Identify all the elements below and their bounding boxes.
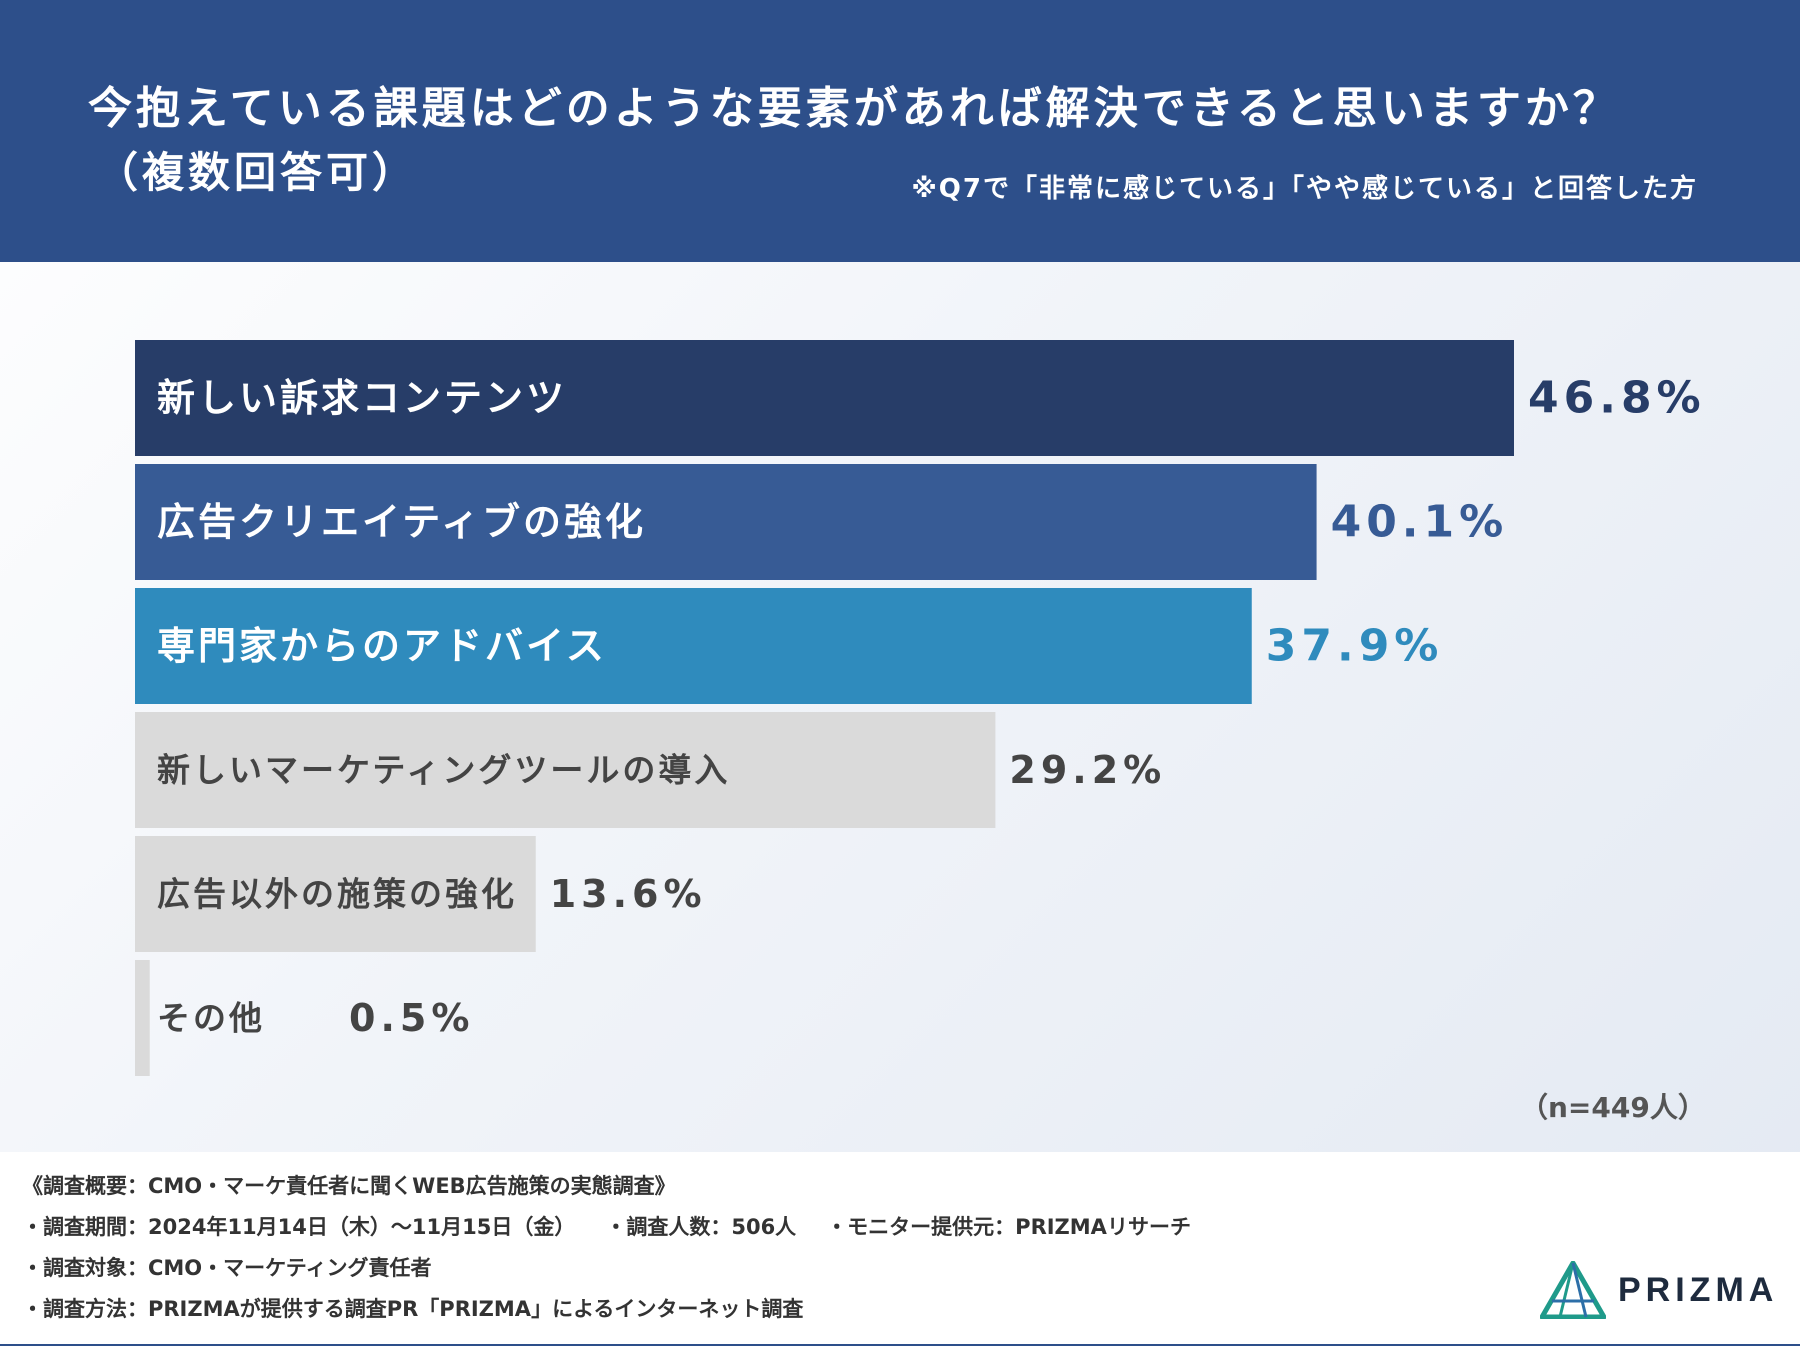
survey-method: ・調査方法：PRIZMAが提供する調査PR「PRIZMA」によるインターネット調…: [22, 1297, 804, 1321]
chart-title: 今抱えている課題はどのような要素があれば解決できると思いますか？: [88, 83, 1621, 134]
bar-label-5: 広告以外の施策の強化: [157, 875, 517, 914]
bar-chart: 新しい訴求コンテンツ 46.8% 広告クリエイティブの強化 40.1% 専門家からのアド…: [135, 340, 1706, 1076]
prizma-logo-text: PRIZMA: [1618, 1270, 1779, 1309]
survey-footer: 《調査概要：CMO・マーケ責任者に聞くWEB広告施策の実態調査》 ・調査期間：2…: [0, 1152, 1800, 1350]
value-label-6: 0.5%: [349, 996, 474, 1040]
chart-subtitle: （複数回答可）: [96, 148, 419, 197]
bar-label-4: 新しいマーケティングツールの導入: [157, 751, 730, 790]
bar-3: [135, 588, 1252, 704]
prizma-logo: PRIZMA: [1540, 1260, 1778, 1320]
header-banner: 今抱えている課題はどのような要素があれば解決できると思いますか？ （複数回答可）…: [0, 0, 1800, 262]
bar-1: [135, 340, 1514, 456]
bar-2: [135, 464, 1317, 580]
bar-label-2: 広告クリエイティブの強化: [157, 500, 646, 544]
footer-divider: [0, 1344, 1800, 1346]
survey-provider: ・モニター提供元：PRIZMAリサーチ: [826, 1215, 1191, 1239]
value-label-5: 13.6%: [550, 872, 707, 916]
bar-label-1: 新しい訴求コンテンツ: [157, 376, 567, 420]
respondent-note: ※Q7で「非常に感じている」「やや感じている」と回答した方: [911, 174, 1698, 204]
value-label-2: 40.1%: [1331, 497, 1509, 548]
bar-label-3: 専門家からのアドバイス: [157, 624, 607, 668]
bar-label-6: その他: [157, 999, 265, 1038]
survey-details: 《調査概要：CMO・マーケ責任者に聞くWEB広告施策の実態調査》 ・調査期間：2…: [22, 1166, 1191, 1330]
sample-size-label: （n=449人）: [1520, 1091, 1706, 1124]
bar-5: [135, 836, 536, 952]
survey-target: ・調査対象：CMO・マーケティング責任者: [22, 1256, 432, 1280]
value-label-1: 46.8%: [1528, 373, 1706, 424]
survey-period: ・調査期間：2024年11月14日（木）～11月15日（金）: [22, 1215, 576, 1239]
bar-6: [135, 960, 150, 1076]
value-label-4: 29.2%: [1009, 748, 1166, 792]
value-label-3: 37.9%: [1266, 621, 1444, 672]
survey-period-line: ・調査期間：2024年11月14日（木）～11月15日（金） ・調査人数：506人…: [22, 1207, 1191, 1248]
survey-respondents: ・調査人数：506人: [605, 1215, 797, 1239]
prizma-logo-icon: [1540, 1261, 1606, 1319]
survey-summary: 《調査概要：CMO・マーケ責任者に聞くWEB広告施策の実態調査》: [22, 1174, 676, 1198]
bar-4: [135, 712, 996, 828]
